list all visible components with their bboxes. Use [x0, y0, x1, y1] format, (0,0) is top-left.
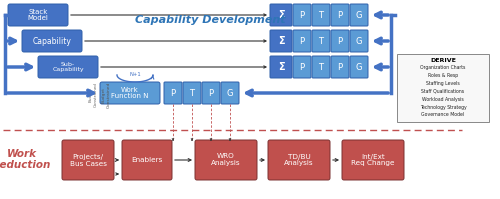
Bar [397, 54, 489, 122]
Text: Int/Ext
Req Change: Int/Ext Req Change [351, 153, 395, 167]
Text: Capability Development: Capability Development [134, 15, 286, 25]
FancyBboxPatch shape [293, 30, 311, 52]
FancyBboxPatch shape [312, 30, 330, 52]
Text: N+1: N+1 [129, 71, 141, 76]
Text: P: P [208, 89, 214, 98]
FancyBboxPatch shape [270, 4, 292, 26]
FancyBboxPatch shape [22, 30, 82, 52]
FancyBboxPatch shape [100, 82, 160, 104]
Text: P: P [338, 11, 342, 20]
Text: Enablers: Enablers [132, 157, 162, 163]
Text: T: T [318, 36, 324, 46]
Text: Sub-
Capability: Sub- Capability [52, 62, 84, 72]
Text: T: T [190, 89, 194, 98]
Text: P: P [338, 62, 342, 71]
FancyBboxPatch shape [293, 4, 311, 26]
Text: Staffing Levels: Staffing Levels [426, 81, 460, 86]
FancyBboxPatch shape [195, 140, 257, 180]
Text: P: P [338, 36, 342, 46]
FancyBboxPatch shape [350, 30, 368, 52]
FancyBboxPatch shape [38, 56, 98, 78]
FancyBboxPatch shape [312, 56, 330, 78]
Text: P: P [300, 62, 304, 71]
Text: G: G [356, 11, 362, 20]
Text: Roles & Resp: Roles & Resp [428, 73, 458, 78]
FancyBboxPatch shape [221, 82, 239, 104]
Text: Work
Function N: Work Function N [111, 87, 149, 100]
Text: Staff Qualifications: Staff Qualifications [422, 89, 465, 94]
FancyBboxPatch shape [331, 56, 349, 78]
Text: WRO
Analysis: WRO Analysis [211, 153, 241, 167]
Text: P: P [170, 89, 175, 98]
Text: G: G [356, 62, 362, 71]
FancyBboxPatch shape [62, 140, 114, 180]
FancyBboxPatch shape [183, 82, 201, 104]
Text: G: G [356, 36, 362, 46]
FancyBboxPatch shape [312, 4, 330, 26]
FancyBboxPatch shape [8, 4, 68, 26]
FancyBboxPatch shape [268, 140, 330, 180]
Text: Σ: Σ [278, 10, 284, 20]
Text: T: T [318, 11, 324, 20]
Text: Workload Analysis: Workload Analysis [422, 97, 464, 102]
Text: Budget
Constrained: Budget Constrained [88, 83, 98, 107]
FancyBboxPatch shape [331, 30, 349, 52]
Text: T: T [318, 62, 324, 71]
FancyBboxPatch shape [270, 56, 292, 78]
Text: Stack
Model: Stack Model [28, 9, 48, 21]
FancyBboxPatch shape [331, 4, 349, 26]
Text: Governance Model: Governance Model [422, 112, 465, 117]
Text: DERIVE: DERIVE [430, 58, 456, 62]
Text: Σ: Σ [278, 36, 284, 46]
Text: TD/BU
Analysis: TD/BU Analysis [284, 153, 314, 167]
FancyBboxPatch shape [293, 56, 311, 78]
Text: Organization Charts: Organization Charts [420, 65, 466, 70]
FancyBboxPatch shape [270, 30, 292, 52]
FancyBboxPatch shape [164, 82, 182, 104]
FancyBboxPatch shape [122, 140, 172, 180]
Text: Projects/
Bus Cases: Projects/ Bus Cases [70, 153, 106, 167]
FancyBboxPatch shape [202, 82, 220, 104]
Text: P: P [300, 11, 304, 20]
FancyBboxPatch shape [350, 56, 368, 78]
Text: Work
Reduction: Work Reduction [0, 149, 51, 170]
Text: Budget
Constrained: Budget Constrained [102, 82, 110, 108]
FancyBboxPatch shape [342, 140, 404, 180]
Text: G: G [227, 89, 233, 98]
FancyBboxPatch shape [350, 4, 368, 26]
Text: Technology Strategy: Technology Strategy [420, 104, 467, 109]
Text: P: P [300, 36, 304, 46]
Text: Σ: Σ [278, 62, 284, 72]
Text: Capability: Capability [32, 36, 72, 46]
